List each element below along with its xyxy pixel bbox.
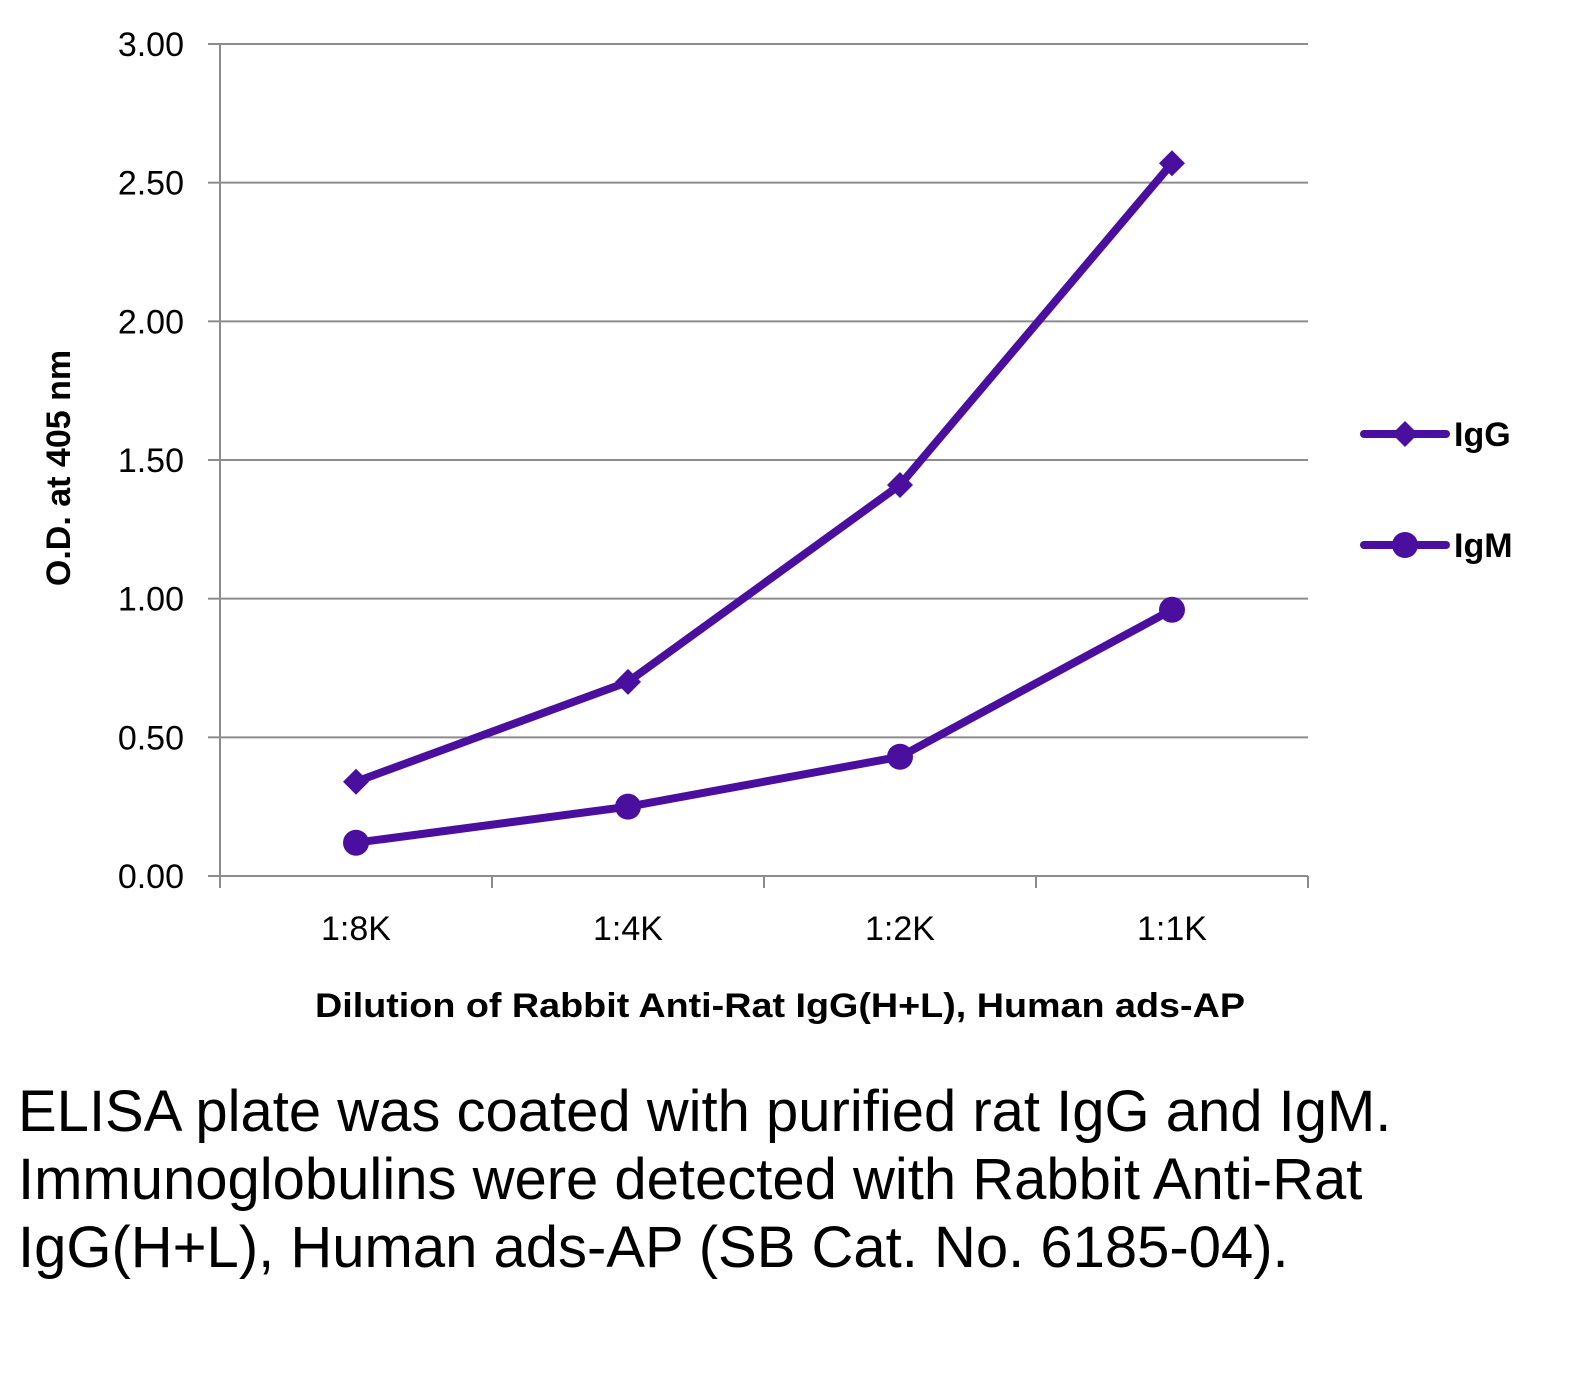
x-tick-label: 1:4K [593,910,663,948]
x-tick-labels: 1:8K 1:4K 1:2K 1:1K [321,910,1207,948]
series-igg [343,150,1185,795]
x-axis-title: Dilution of Rabbit Anti-Rat IgG(H+L), Hu… [315,987,1245,1025]
igg-line [352,159,1176,786]
legend: IgG IgM [1360,416,1513,565]
x-tick-label: 1:8K [321,910,391,948]
x-tick-label: 1:1K [1137,910,1207,948]
legend-label-igm: IgM [1454,527,1513,565]
data-series [343,150,1185,856]
legend-marker-igg [1392,421,1418,447]
figure-caption: ELISA plate was coated with purified rat… [18,1079,1392,1280]
legend-item-igg: IgG [1360,416,1511,454]
igg-point [343,768,369,795]
gridlines [220,43,1308,739]
igm-point [343,829,369,856]
igm-point [1159,596,1185,623]
y-tick-label: 2.50 [118,165,184,203]
x-tick-label: 1:2K [865,910,935,948]
y-tick-label: 2.00 [118,303,184,341]
y-tick-label: 3.00 [118,26,184,64]
y-tick-labels: 0.00 0.50 1.00 1.50 2.00 2.50 3.00 [118,26,184,896]
y-tick-label: 1.00 [118,581,184,619]
series-igm [343,596,1185,856]
igm-point [887,743,913,770]
y-tick-label: 0.50 [118,719,184,757]
igg-point [615,668,641,695]
elisa-line-chart: 0.00 0.50 1.00 1.50 2.00 2.50 3.00 1:8K 1:4K 1:2… [40,26,1513,1025]
legend-marker-igm [1392,532,1418,558]
axes [208,43,1309,888]
y-tick-label: 0.00 [118,858,184,896]
igm-point [615,793,641,820]
igg-point [1159,150,1185,177]
igg-point [887,471,913,498]
legend-item-igm: IgM [1360,527,1513,565]
y-axis-title: O.D. at 405 nm [40,350,78,586]
y-tick-label: 1.50 [118,442,184,480]
legend-label-igg: IgG [1454,416,1511,454]
igm-line [352,605,1176,847]
